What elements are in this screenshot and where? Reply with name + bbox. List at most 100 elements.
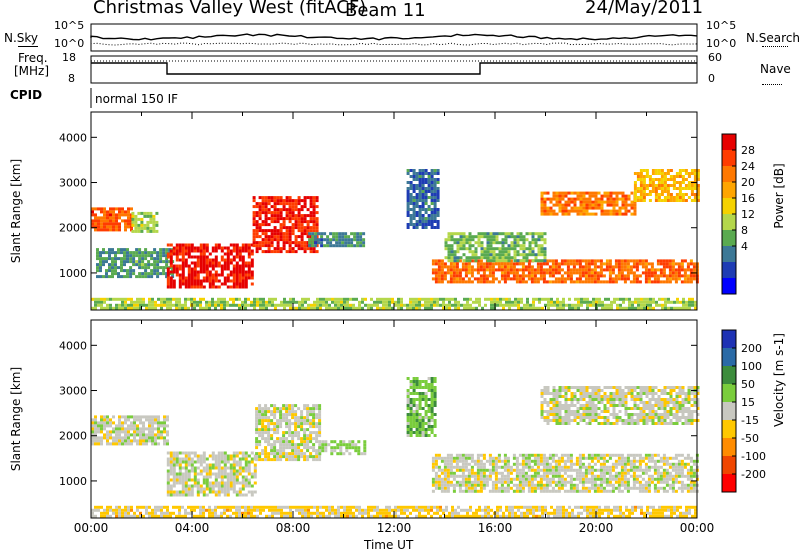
heat-cell [328, 303, 331, 307]
heat-cell [168, 248, 172, 252]
heat-cell [379, 300, 382, 304]
heat-cell [214, 460, 218, 464]
heat-cell [468, 232, 472, 236]
heat-cell [499, 297, 502, 301]
heat-cell [172, 451, 176, 455]
heat-cell [433, 395, 437, 398]
heat-cell [111, 251, 114, 255]
heat-cell [572, 486, 576, 490]
heat-cell [627, 203, 631, 207]
heat-cell [118, 207, 121, 211]
heat-cell [294, 238, 298, 242]
heat-cell [159, 260, 163, 264]
heat-cell [680, 268, 684, 272]
heat-cell [684, 178, 688, 181]
heat-cell [129, 272, 133, 276]
heat-cell [578, 265, 582, 269]
heat-cell [301, 306, 304, 310]
heat-cell [336, 443, 340, 447]
heat-cell [187, 255, 191, 259]
heat-cell [325, 297, 328, 301]
heat-cell [583, 297, 586, 301]
heat-cell [424, 428, 428, 431]
heat-cell [521, 268, 525, 272]
heat-cell [630, 212, 634, 216]
heat-cell [273, 428, 277, 432]
heat-cell [433, 208, 437, 211]
heat-cell [645, 193, 649, 196]
heat-cell [458, 459, 462, 463]
heat-cell [199, 472, 203, 476]
heat-cell [536, 465, 540, 469]
heat-cell [199, 460, 203, 464]
heat-cell [557, 474, 561, 478]
heat-cell [539, 480, 543, 484]
heat-cell [693, 193, 697, 196]
heat-cell [527, 262, 531, 266]
heat-cell [600, 209, 604, 213]
heat-cell [109, 433, 112, 437]
heat-cell [190, 249, 194, 253]
heat-cell [330, 449, 334, 453]
heat-cell [671, 259, 675, 263]
heat-cell [587, 280, 591, 284]
heat-cell [159, 272, 163, 276]
heat-cell [106, 297, 109, 301]
heat-cell [430, 178, 434, 181]
heat-cell [385, 300, 388, 304]
heat-cell [123, 251, 126, 255]
heat-cell [202, 261, 206, 265]
heat-cell [323, 238, 327, 242]
heat-cell [554, 268, 558, 272]
heat-cell [647, 274, 651, 278]
heat-cell [217, 490, 221, 494]
heat-cell [270, 235, 274, 239]
heat-cell [621, 203, 625, 207]
heat-cell [465, 256, 469, 260]
heat-cell [166, 475, 170, 479]
heat-cell [669, 184, 673, 187]
heat-cell [130, 427, 133, 431]
heat-cell [521, 480, 525, 484]
heat-cell [166, 255, 170, 259]
heat-cell [134, 226, 138, 230]
heat-cell [187, 285, 191, 289]
heat-cell [279, 247, 283, 251]
heat-cell [270, 419, 274, 423]
heat-cell [503, 480, 507, 484]
heat-cell [193, 279, 197, 283]
heat-cell [306, 422, 310, 426]
heat-cell [175, 270, 179, 274]
heat-cell [223, 258, 227, 262]
heat-cell [591, 194, 595, 198]
heat-cell [118, 436, 121, 440]
heat-cell [258, 422, 262, 426]
heat-cell [506, 483, 510, 487]
heat-cell [285, 241, 289, 245]
heat-cell [144, 248, 148, 252]
heat-cell [288, 208, 292, 212]
heat-cell [543, 209, 547, 213]
heat-cell [169, 487, 173, 491]
heat-cell [312, 199, 316, 203]
heat-cell [491, 468, 495, 472]
heat-cell [118, 427, 121, 431]
heat-cell [540, 235, 544, 239]
heat-cell [503, 277, 507, 281]
heat-cell [630, 191, 634, 195]
heat-cell [99, 254, 102, 258]
heat-cell [279, 419, 283, 423]
heat-cell [611, 477, 615, 481]
heat-cell [418, 413, 422, 416]
heat-cell [674, 280, 678, 284]
heat-cell [103, 225, 106, 229]
heat-cell [512, 483, 516, 487]
heat-cell [614, 265, 618, 269]
heat-cell [282, 443, 286, 447]
heat-cell [472, 306, 475, 310]
heat-cell [300, 437, 304, 441]
heat-cell [94, 225, 97, 229]
heat-cell [436, 169, 440, 172]
heat-cell [424, 416, 428, 419]
heat-cell [544, 297, 547, 301]
